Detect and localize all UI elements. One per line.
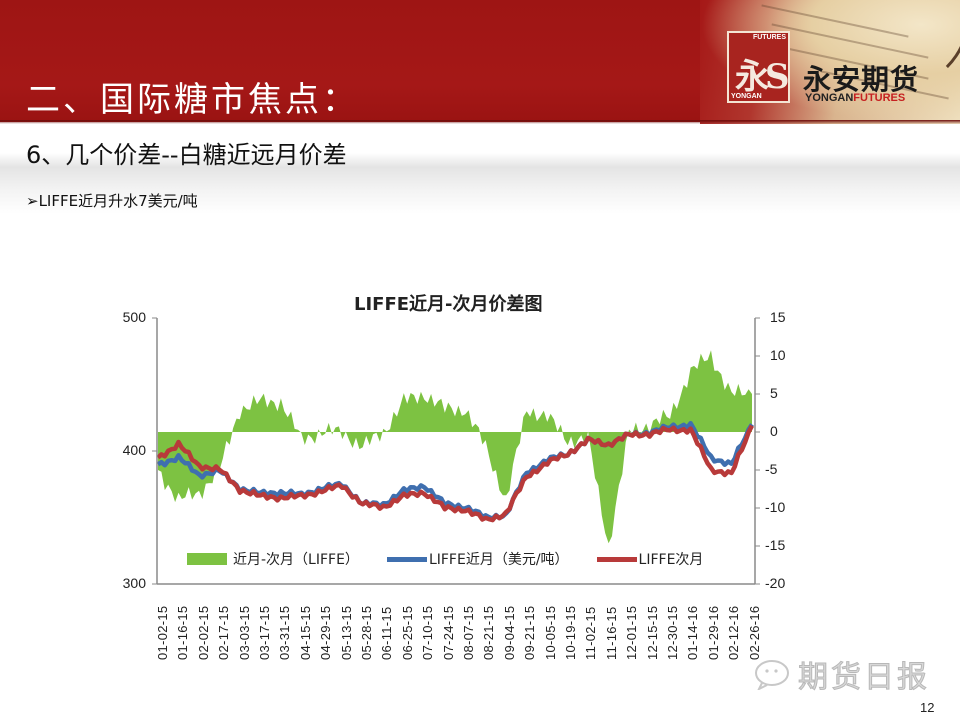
legend-item-near-month: LIFFE近月（美元/吨） [386,549,569,569]
x-tick-label: 11-16-15 [603,606,619,660]
slide-subtitle: 6、几个价差--白糖近远月价差 [26,141,347,169]
y-tick-label: 400 [122,442,146,458]
logo-futures-text: FUTURES [752,34,786,41]
x-tick-label: 07-10-15 [420,605,436,660]
legend-item-spread: 近月-次月（LIFFE） [187,549,359,569]
logo-glyph: 永S [735,57,790,97]
x-tick-label: 12-15-15 [644,605,660,660]
x-tick-label: 06-25-15 [399,605,415,660]
y2-tick-label: -15 [765,537,786,553]
x-tick-label: 11-02-15 [583,606,599,660]
x-tick-label: 01-14-16 [685,605,701,660]
y2-tick-label: -20 [765,575,786,591]
near-month-line [156,420,754,521]
y2-tick-label: 10 [770,347,786,363]
watermark: 期货日报 [752,652,930,696]
brand-logo: FUTURES 永S YONGAN [727,31,790,103]
x-tick-label: 02-17-15 [216,605,232,660]
brand-name-en-part1: YONGAN [805,92,854,104]
x-tick-label: 12-01-15 [624,605,640,660]
next-month-line [156,424,754,523]
x-tick-label: 09-04-15 [501,605,517,660]
logo-yongan-text: YONGAN [731,93,762,100]
x-tick-label: 01-16-15 [175,605,191,660]
y2-tick-label: -10 [765,499,786,515]
chart-legend: 近月-次月（LIFFE） LIFFE近月（美元/吨） LIFFE次月 [187,548,731,570]
watermark-text: 期货日报 [798,660,930,696]
legend-swatch-blue [386,556,427,562]
chart-title: LIFFE近月-次月价差图 [354,294,543,315]
y2-tick-label: 0 [770,423,778,439]
legend-label: 近月-次月（LIFFE） [233,552,359,568]
y-tick-label: 500 [122,309,146,325]
legend-swatch-red [596,556,637,562]
y2-tick-label: 15 [770,309,786,325]
x-tick-label: 04-15-15 [297,605,313,660]
page-number: 12 [920,700,935,715]
x-tick-label: 10-19-15 [563,605,578,660]
x-tick-label: 05-28-15 [359,605,374,660]
x-tick-label: 08-07-15 [461,605,476,660]
x-tick-label: 01-29-16 [705,605,721,660]
x-tick-label: 03-03-15 [236,605,252,660]
x-tick-label: 03-17-15 [257,605,272,660]
legend-swatch-green [187,553,227,565]
x-tick-label: 03-31-15 [277,605,293,660]
spread-area [158,350,752,544]
x-tick-label: 08-21-15 [481,605,497,660]
x-tick-label: 01-02-15 [155,605,170,660]
header-divider [0,120,960,124]
x-tick-label: 07-24-15 [440,605,456,660]
x-tick-label: 02-02-15 [195,605,211,660]
x-tick-label: 06-11-15 [379,606,395,660]
legend-label: LIFFE近月（美元/吨） [428,552,569,568]
x-tick-label: 09-21-15 [522,605,538,660]
brand-name-cn: 永安期货 [803,63,920,96]
bullet-point: ➢LIFFE近月升水7美元/吨 [26,192,198,210]
x-tick-label: 12-30-15 [665,605,680,660]
x-tick-label: 05-13-15 [338,605,354,660]
x-tick-label: 10-05-15 [542,605,558,660]
y2-tick-label: -5 [765,461,778,477]
y-tick-label: 300 [122,575,146,591]
y2-tick-label: 5 [770,385,778,401]
legend-label: LIFFE次月 [638,552,704,568]
wechat-icon [755,660,789,690]
x-tick-label: 04-29-15 [318,605,334,660]
section-title: 二、国际糖市焦点： [26,80,359,120]
subtitle-band [0,124,960,214]
brand-name-en-part2: FUTURES [853,92,906,104]
legend-item-next-month: LIFFE次月 [596,549,704,569]
x-tick-label: 02-12-16 [726,605,742,660]
brand-name-en: YONGANFUTURES [805,92,905,104]
